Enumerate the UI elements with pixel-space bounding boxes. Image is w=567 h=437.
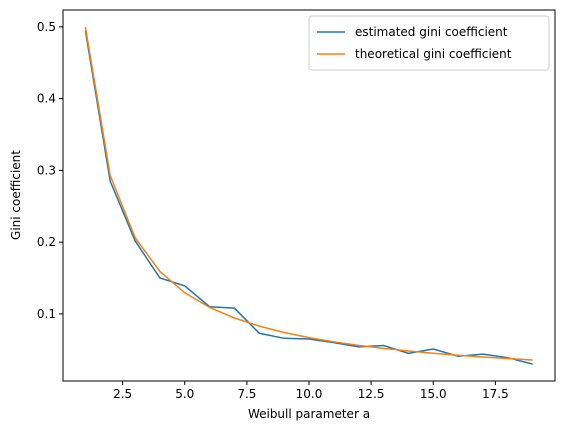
legend-label: theoretical gini coefficient <box>355 47 512 61</box>
x-tick-label: 7.5 <box>237 387 256 401</box>
legend: estimated gini coefficient theoretical gi… <box>308 15 550 71</box>
x-tick-label: 17.5 <box>482 387 509 401</box>
y-tick-label: 0.1 <box>37 307 56 321</box>
y-axis-label: Gini coefficient <box>9 150 23 240</box>
y-tick-label: 0.2 <box>37 235 56 249</box>
y-tick-label: 0.5 <box>37 20 56 34</box>
legend-box <box>308 15 550 71</box>
legend-label: estimated gini coefficient <box>355 25 508 39</box>
y-tick-label: 0.3 <box>37 163 56 177</box>
y-tick-label: 0.4 <box>37 92 56 106</box>
x-tick-label: 5.0 <box>175 387 194 401</box>
x-tick-label: 10.0 <box>296 387 323 401</box>
x-tick-label: 12.5 <box>358 387 385 401</box>
x-tick-label: 15.0 <box>420 387 447 401</box>
line-series <box>84 30 533 365</box>
x-axis-label: Weibull parameter a <box>248 407 370 421</box>
line-series <box>84 26 533 361</box>
x-tick-label: 2.5 <box>113 387 132 401</box>
